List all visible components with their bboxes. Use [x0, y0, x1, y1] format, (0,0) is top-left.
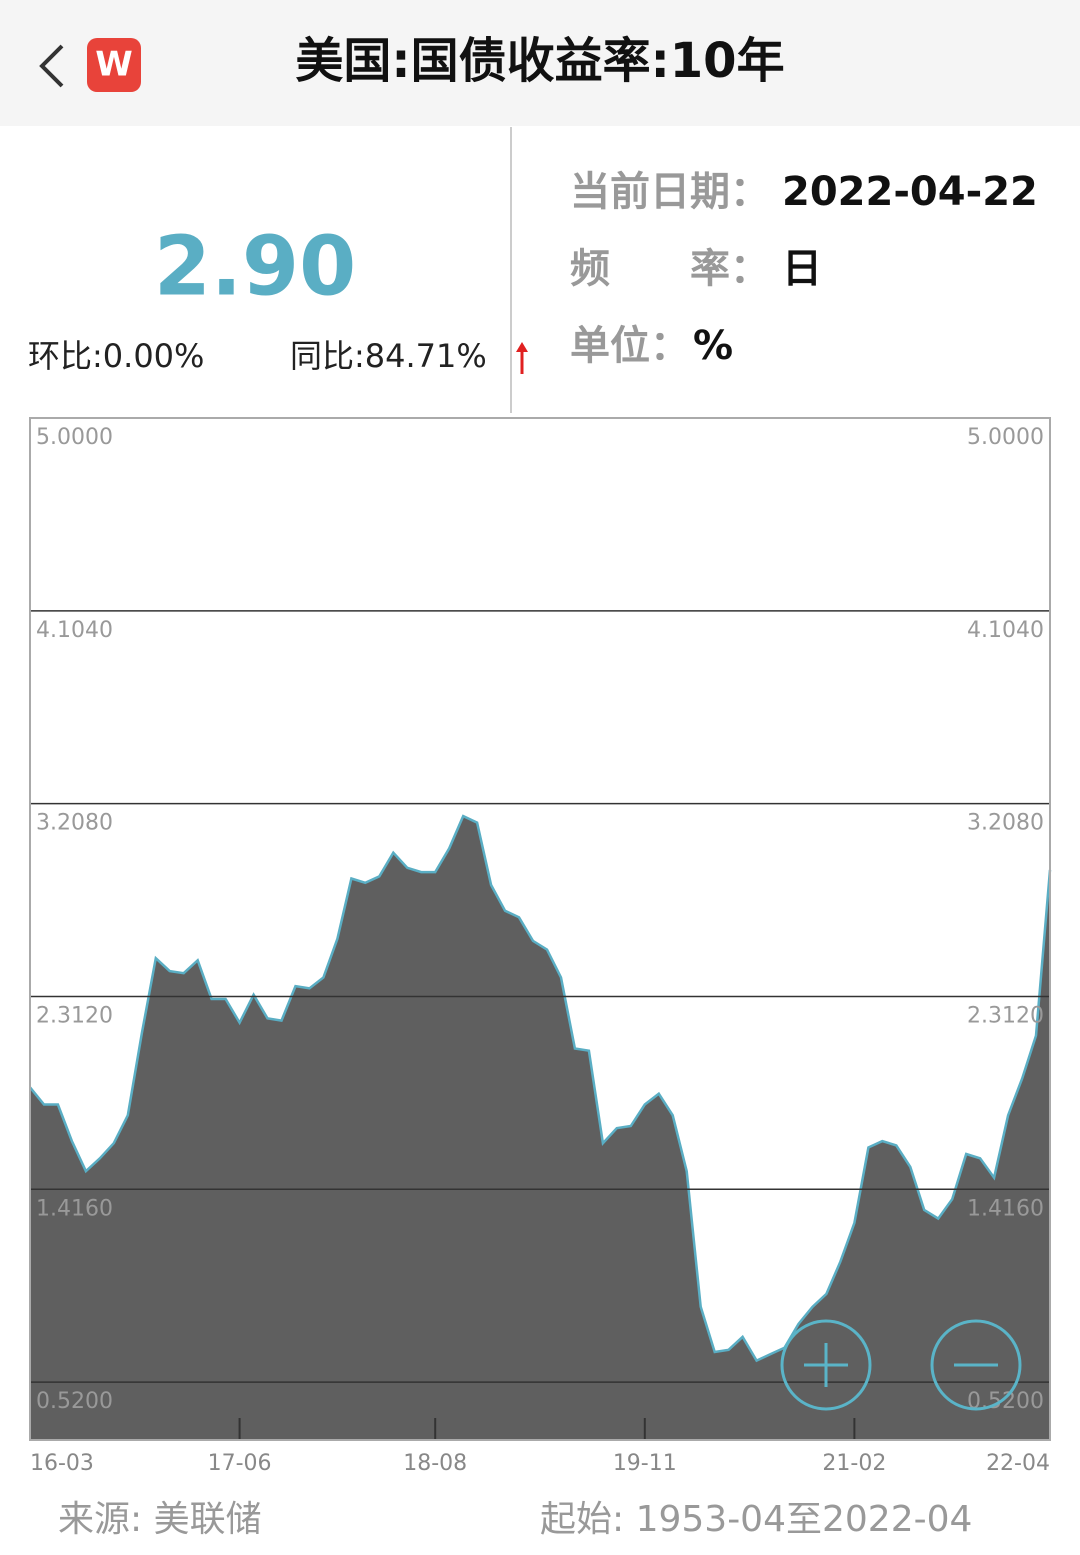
mom-change: 环比:0.00% — [28, 337, 204, 375]
x-tick-label: 22-04 — [986, 1451, 1050, 1476]
y-tick-label-left: 4.1040 — [36, 618, 113, 643]
x-tick-label: 21-02 — [822, 1451, 886, 1476]
up-arrow — [516, 342, 528, 374]
y-tick-label-right: 5.0000 — [967, 425, 1044, 450]
y-tick-label-left: 5.0000 — [36, 425, 113, 450]
x-tick-label: 18-08 — [403, 1451, 467, 1476]
yoy-change: 同比:84.71% — [290, 337, 487, 375]
zoom-in-button[interactable] — [780, 1319, 872, 1411]
y-tick-label-left: 1.4160 — [36, 1196, 113, 1221]
zoom-out-button[interactable] — [930, 1319, 1022, 1411]
x-tick-label: 17-06 — [208, 1451, 272, 1476]
date-value: 2022-04-22 — [782, 169, 1038, 215]
y-tick-label-right: 2.3120 — [967, 1003, 1044, 1028]
y-tick-label-left: 0.5200 — [36, 1389, 113, 1414]
date-range: 起始: 1953-04至2022-04 — [540, 1499, 972, 1540]
y-tick-label-right: 1.4160 — [967, 1196, 1044, 1221]
freq-value: 日 — [782, 246, 822, 292]
y-tick-label-left: 2.3120 — [36, 1003, 113, 1028]
unit-value: % — [693, 323, 733, 369]
app-icon-letter: W — [95, 45, 133, 85]
current-value: 2.90 — [154, 219, 356, 314]
app-icon[interactable] — [87, 38, 141, 92]
area-line — [29, 814, 1052, 1363]
x-tick-label: 19-11 — [613, 1451, 677, 1476]
y-tick-label-right: 4.1040 — [967, 618, 1044, 643]
area-fill — [30, 816, 1050, 1440]
chart: 5.0000 5.0000 4.1040 4.1040 3.2080 3.2080 2.31… — [29, 425, 1052, 1476]
page-title: 美国:国债收益率:10年 — [295, 33, 784, 89]
y-tick-label-left: 3.2080 — [36, 811, 113, 836]
chart-frame — [29, 417, 1051, 1441]
back-button[interactable] — [39, 44, 64, 88]
y-tick-label-right: 3.2080 — [967, 811, 1044, 836]
header-bar — [0, 0, 1080, 126]
x-tick-label: 16-03 — [30, 1451, 94, 1476]
freq-label: 频 率： — [570, 246, 770, 292]
date-label: 当前日期： — [570, 169, 770, 215]
source: 来源: 美联储 — [58, 1499, 262, 1540]
unit-label: 单位： — [570, 323, 690, 369]
